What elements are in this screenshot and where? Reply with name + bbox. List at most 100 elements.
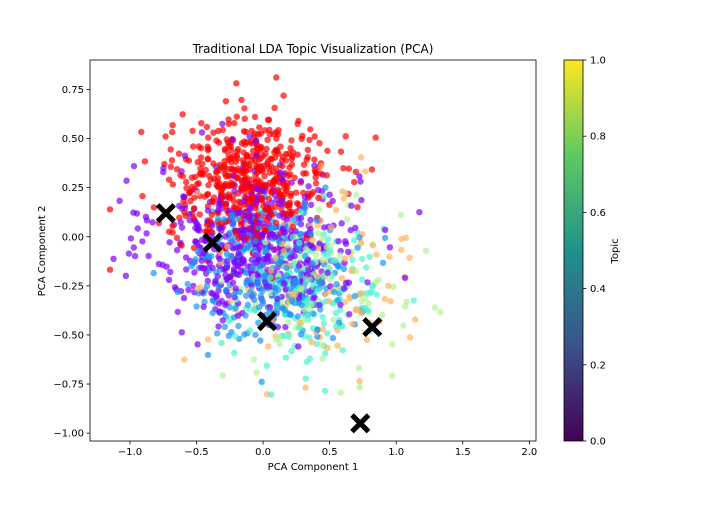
data-point xyxy=(301,194,309,201)
data-point xyxy=(252,331,259,339)
data-point xyxy=(195,180,202,187)
data-point xyxy=(273,196,280,204)
data-point xyxy=(345,165,352,172)
data-point xyxy=(208,289,215,297)
data-point xyxy=(316,302,323,309)
x-axis-ticks: −1.0 −0.5 0.0 0.5 1.0 1.5 2.0 xyxy=(118,441,537,458)
data-point xyxy=(218,297,225,305)
data-point xyxy=(333,281,340,288)
data-point xyxy=(319,257,326,264)
data-point xyxy=(205,155,212,163)
data-point xyxy=(363,290,370,297)
data-point xyxy=(298,135,305,143)
data-point xyxy=(216,308,223,315)
data-point xyxy=(244,235,251,242)
data-point xyxy=(273,74,280,81)
data-point xyxy=(189,143,197,150)
data-point xyxy=(205,181,212,189)
data-point xyxy=(292,189,300,196)
data-point xyxy=(340,265,348,272)
data-point xyxy=(230,291,237,299)
y-tick-label: 0.25 xyxy=(62,183,84,194)
data-point xyxy=(302,170,310,177)
data-point xyxy=(267,243,274,250)
data-point xyxy=(332,257,339,264)
data-point xyxy=(291,291,299,298)
data-point xyxy=(246,204,253,211)
data-point xyxy=(349,320,356,328)
data-point xyxy=(302,375,309,382)
data-point xyxy=(258,195,265,202)
data-point xyxy=(261,173,268,180)
data-point xyxy=(218,278,225,285)
data-point xyxy=(116,197,123,204)
data-point xyxy=(233,113,240,120)
data-point xyxy=(225,332,232,339)
data-point xyxy=(297,286,304,293)
data-point xyxy=(321,290,329,298)
data-point xyxy=(311,133,318,140)
data-point xyxy=(386,244,394,251)
data-point xyxy=(264,204,271,211)
x-tick-label: 0.5 xyxy=(322,447,338,458)
data-point xyxy=(244,182,251,189)
data-point xyxy=(314,273,322,280)
data-point xyxy=(204,351,212,359)
data-point xyxy=(287,145,294,152)
data-point xyxy=(159,261,166,269)
data-point xyxy=(181,152,189,159)
data-point xyxy=(336,252,344,259)
data-point xyxy=(354,204,361,211)
data-point xyxy=(268,391,275,398)
data-point xyxy=(275,334,283,342)
x-tick-label: 1.0 xyxy=(388,447,404,458)
data-point xyxy=(232,305,239,312)
data-point xyxy=(169,222,176,230)
centroid-marker xyxy=(257,311,278,332)
data-point xyxy=(358,196,365,204)
data-point xyxy=(321,192,328,200)
data-point xyxy=(194,247,201,255)
data-point xyxy=(358,309,365,316)
data-point xyxy=(259,167,266,175)
data-point xyxy=(356,378,363,385)
data-point xyxy=(127,235,135,242)
data-point xyxy=(375,276,382,284)
data-point xyxy=(387,298,394,305)
data-point xyxy=(288,190,295,197)
data-point xyxy=(215,323,222,330)
data-point xyxy=(357,239,364,246)
data-point xyxy=(224,257,231,265)
data-point xyxy=(184,280,191,288)
data-point xyxy=(257,292,264,300)
data-point xyxy=(261,272,268,280)
data-point xyxy=(247,289,254,296)
data-point xyxy=(204,191,212,198)
data-point xyxy=(365,300,372,307)
data-point xyxy=(237,267,245,275)
plot-frame xyxy=(89,59,537,442)
data-point xyxy=(262,238,269,246)
data-point xyxy=(179,111,186,118)
data-point xyxy=(348,202,355,209)
data-point xyxy=(181,356,188,363)
data-point xyxy=(250,356,257,363)
data-point xyxy=(162,133,169,140)
data-point xyxy=(139,192,146,200)
data-point xyxy=(216,200,223,207)
data-point xyxy=(288,137,295,144)
data-point xyxy=(298,301,305,309)
data-point xyxy=(337,389,345,396)
data-point xyxy=(297,208,305,216)
data-point xyxy=(285,201,293,209)
data-point xyxy=(194,239,201,246)
data-point xyxy=(355,364,363,372)
data-point xyxy=(294,151,301,158)
data-point xyxy=(287,311,294,319)
data-point xyxy=(215,283,222,290)
data-point xyxy=(270,224,278,231)
data-point xyxy=(214,273,221,280)
data-point xyxy=(205,336,212,343)
data-point xyxy=(356,291,364,298)
